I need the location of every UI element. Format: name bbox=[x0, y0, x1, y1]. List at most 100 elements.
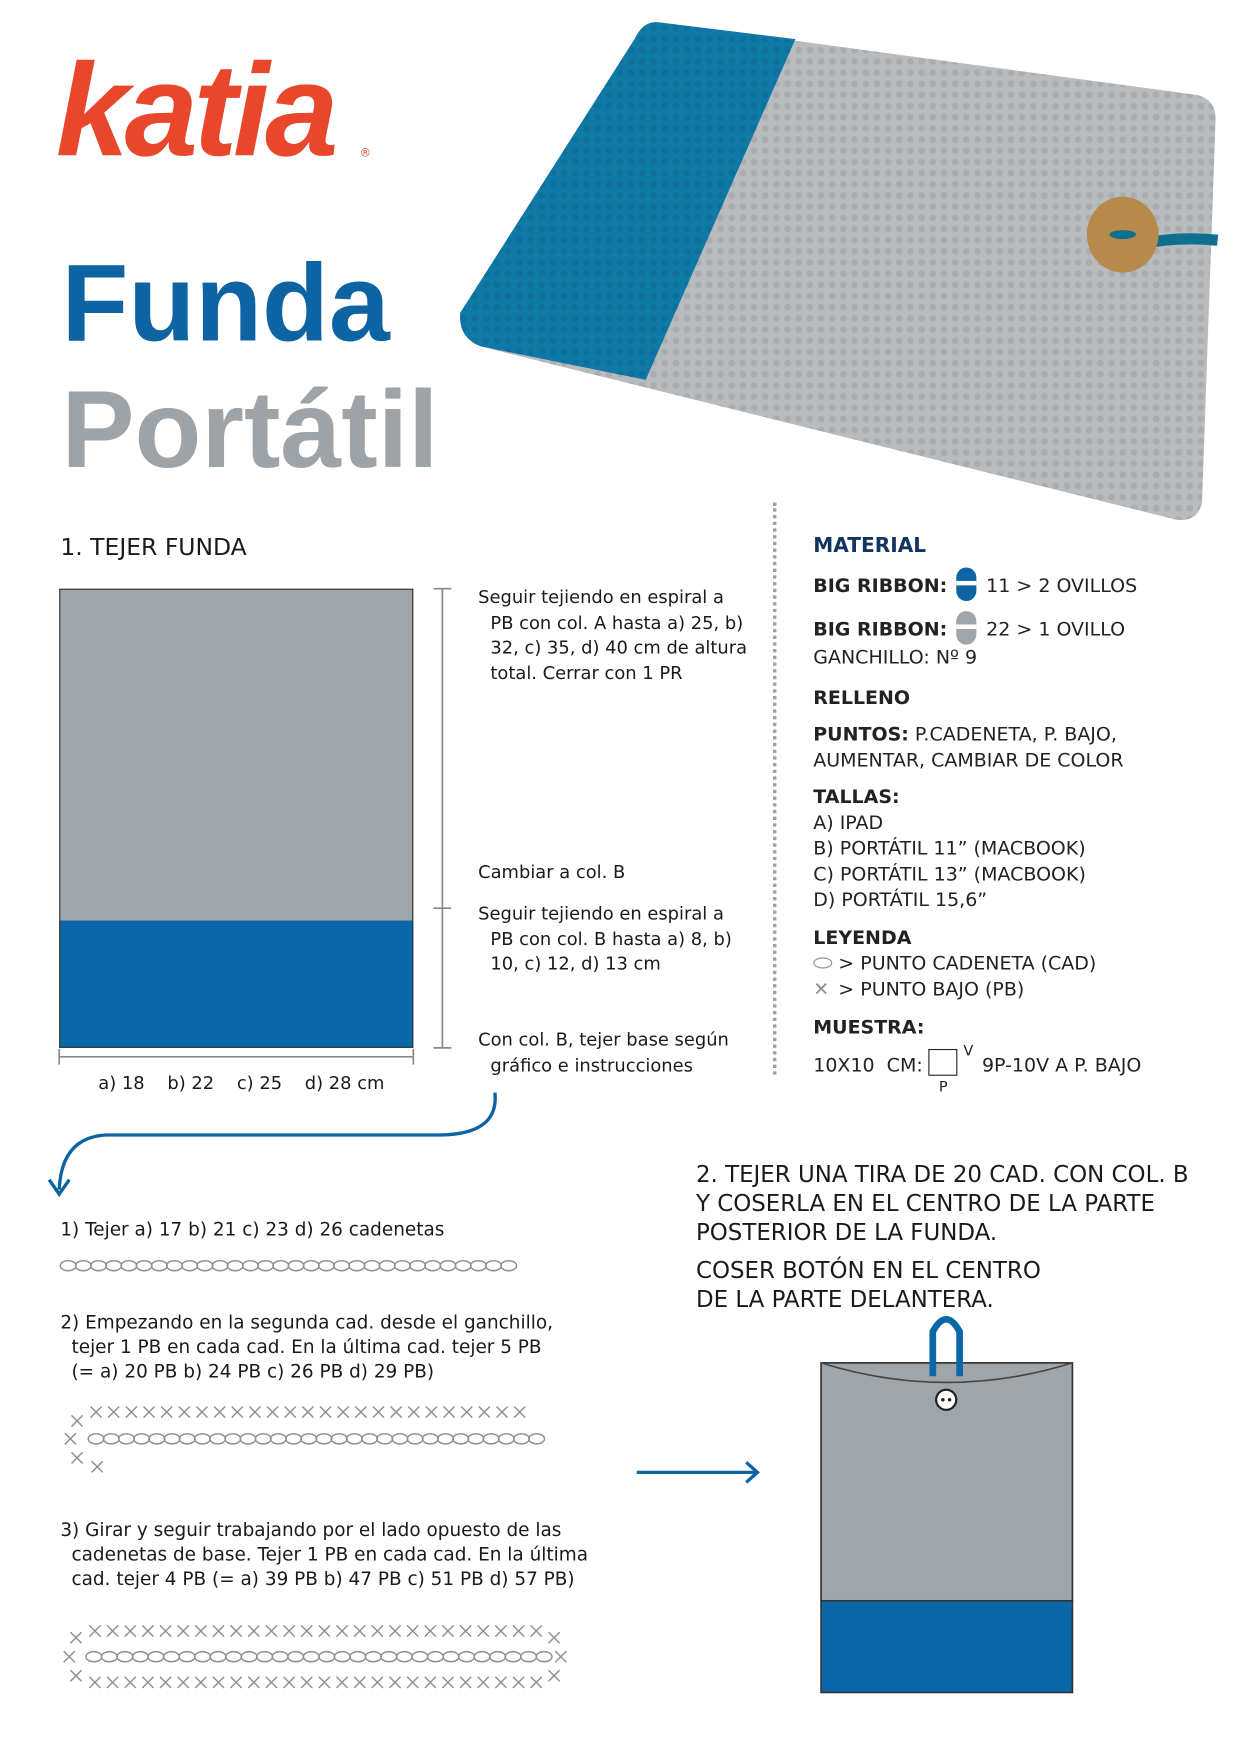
single-crochet-stitch bbox=[212, 1676, 225, 1689]
single-crochet-stitch bbox=[441, 1676, 455, 1689]
leyenda-pb: > PUNTO BAJO (PB) bbox=[838, 978, 1025, 1001]
single-crochet-stitch bbox=[107, 1405, 120, 1419]
single-crochet-stitch bbox=[406, 1676, 419, 1689]
curved-arrow-icon bbox=[47, 1092, 497, 1198]
single-crochet-stitch bbox=[283, 1624, 296, 1638]
talla-d: D) PORTÁTIL 15,6” bbox=[813, 889, 988, 912]
single-crochet-stitch bbox=[530, 1676, 543, 1689]
chain-stitch bbox=[364, 1650, 382, 1663]
chain-stitch bbox=[380, 1650, 398, 1663]
chain-stitch bbox=[482, 1433, 500, 1445]
chain-stitch bbox=[209, 1433, 227, 1445]
single-crochet-stitch bbox=[390, 1405, 403, 1419]
single-crochet-stitch bbox=[178, 1405, 191, 1419]
single-crochet-stitch bbox=[230, 1676, 243, 1689]
chain-stitch bbox=[473, 1650, 491, 1663]
chain-stitch bbox=[239, 1433, 257, 1445]
single-crochet-stitch bbox=[106, 1676, 119, 1689]
chain-stitch bbox=[89, 1259, 108, 1272]
chain-stitch bbox=[133, 1433, 151, 1445]
single-crochet-stitch bbox=[248, 1405, 262, 1419]
single-crochet-stitch bbox=[141, 1624, 155, 1638]
single-crochet-stitch bbox=[284, 1405, 297, 1419]
step-2: 2) Empezando en la segunda cad. desde el… bbox=[60, 1311, 553, 1382]
chain-stitch bbox=[256, 1650, 274, 1663]
button-icon bbox=[935, 1388, 958, 1411]
chain-stitch bbox=[535, 1650, 553, 1663]
single-crochet-icon: ✕ bbox=[813, 978, 830, 1001]
chain-stitch bbox=[287, 1650, 305, 1663]
single-crochet-stitch bbox=[265, 1676, 278, 1689]
chain-stitch bbox=[162, 1650, 181, 1663]
puntos-value-2: AUMENTAR, CAMBIAR DE COLOR bbox=[813, 749, 1124, 772]
yarn1-label: BIG RIBBON: bbox=[813, 575, 948, 598]
talla-c: C) PORTÁTIL 13” (MACBOOK) bbox=[813, 863, 1086, 886]
chain-stitch bbox=[484, 1259, 503, 1272]
single-crochet-stitch bbox=[530, 1624, 543, 1638]
title-line2: Portátil bbox=[61, 367, 439, 491]
single-crochet-stitch bbox=[247, 1624, 260, 1638]
single-crochet-stitch bbox=[371, 1676, 384, 1689]
chain-stitch bbox=[424, 1259, 442, 1272]
chain-stitch bbox=[226, 1259, 244, 1272]
width-label: a) 18 b) 22 c) 25 d) 28 cm bbox=[98, 1072, 385, 1094]
chain-stitch bbox=[436, 1433, 455, 1445]
single-crochet-stitch bbox=[177, 1676, 190, 1689]
single-crochet-stitch bbox=[91, 1460, 104, 1473]
single-crochet-stitch bbox=[160, 1405, 173, 1419]
chain-stitch bbox=[148, 1433, 166, 1445]
single-crochet-stitch bbox=[88, 1676, 102, 1689]
title-line1: Funda bbox=[61, 241, 390, 365]
single-crochet-stitch bbox=[247, 1676, 260, 1689]
chain-stitch bbox=[178, 1433, 196, 1445]
section1-heading: 1. TEJER FUNDA bbox=[60, 533, 247, 561]
single-crochet-stitch bbox=[547, 1669, 561, 1682]
material-heading: MATERIAL bbox=[813, 533, 927, 558]
single-crochet-stitch bbox=[63, 1650, 76, 1663]
puntos-value: P.CADENETA, P. BAJO, bbox=[914, 723, 1117, 747]
chain-stitch bbox=[225, 1650, 243, 1663]
single-crochet-stitch bbox=[495, 1405, 509, 1419]
chain-stitch bbox=[411, 1650, 429, 1663]
chain-stitch bbox=[135, 1259, 153, 1272]
chain-stitch bbox=[59, 1259, 77, 1272]
single-crochet-stitch bbox=[194, 1624, 207, 1638]
chain-stitch bbox=[345, 1433, 363, 1445]
single-crochet-stitch bbox=[89, 1405, 103, 1419]
chain-stitch bbox=[376, 1433, 394, 1445]
single-crochet-stitch bbox=[124, 1676, 137, 1689]
single-crochet-stitch bbox=[459, 1676, 472, 1689]
single-crochet-stitch bbox=[460, 1405, 473, 1419]
chain-stitch bbox=[116, 1650, 134, 1663]
chain-stitch bbox=[363, 1259, 381, 1272]
talla-b: B) PORTÁTIL 11” (MACBOOK) bbox=[813, 837, 1086, 861]
single-crochet-stitch bbox=[194, 1676, 207, 1689]
single-crochet-stitch bbox=[265, 1624, 278, 1638]
chain-stitch bbox=[452, 1433, 470, 1445]
single-crochet-stitch bbox=[319, 1405, 332, 1419]
puntos-label: PUNTOS: bbox=[813, 723, 909, 747]
single-crochet-stitch bbox=[477, 1676, 490, 1689]
single-crochet-stitch bbox=[388, 1676, 402, 1689]
chain-stitch bbox=[454, 1259, 472, 1272]
single-crochet-stitch bbox=[70, 1414, 84, 1428]
chain-stitch bbox=[302, 1650, 320, 1663]
chain-stitch bbox=[360, 1433, 379, 1445]
single-crochet-stitch bbox=[372, 1405, 385, 1419]
chain-stitch bbox=[181, 1259, 199, 1272]
chain-stitch bbox=[469, 1259, 487, 1272]
chain-stitch bbox=[421, 1433, 439, 1445]
single-crochet-stitch bbox=[177, 1624, 190, 1638]
single-crochet-stitch bbox=[64, 1432, 77, 1445]
chain-stitch bbox=[196, 1259, 214, 1272]
single-crochet-stitch bbox=[441, 1624, 455, 1638]
chain-stitch bbox=[87, 1433, 105, 1445]
chain-stitch bbox=[193, 1433, 211, 1445]
single-crochet-stitch bbox=[125, 1405, 138, 1419]
chain-stitch bbox=[378, 1259, 396, 1272]
note-2: Cambiar a col. B bbox=[478, 861, 626, 883]
single-crochet-stitch bbox=[478, 1405, 491, 1419]
chain-stitch bbox=[318, 1650, 336, 1663]
product-photo bbox=[460, 22, 1219, 520]
